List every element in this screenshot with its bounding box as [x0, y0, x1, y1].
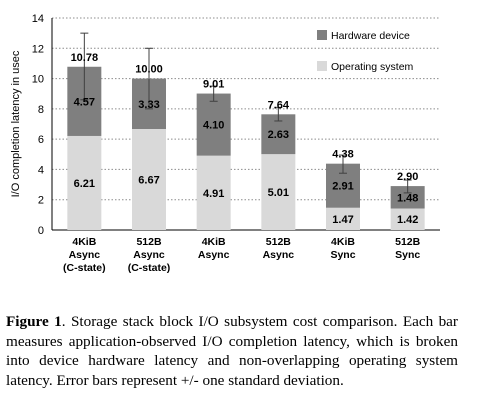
- y-tick-label: 2: [38, 195, 44, 207]
- total-value-label: 2.90: [397, 171, 418, 183]
- total-value-label: 9.01: [203, 79, 224, 91]
- hw-value-label: 2.91: [332, 181, 353, 193]
- x-category-label: Async: [69, 249, 101, 261]
- hw-value-label: 4.57: [74, 96, 95, 108]
- x-category-label: 512B: [395, 236, 421, 248]
- hw-value-label: 2.63: [268, 129, 289, 141]
- os-value-label: 1.42: [397, 214, 418, 226]
- y-tick-label: 6: [38, 134, 44, 146]
- os-value-label: 6.21: [74, 178, 95, 190]
- figure-label: Figure 1: [6, 313, 62, 330]
- figure-caption: Figure 1. Storage stack block I/O subsys…: [6, 312, 458, 390]
- bar-hardware-device: [196, 93, 231, 156]
- legend-swatch-os: [317, 61, 327, 71]
- caption-text: . Storage stack block I/O subsystem cost…: [6, 313, 458, 389]
- x-category-label: 4KiB: [72, 236, 96, 248]
- os-value-label: 1.47: [332, 214, 353, 226]
- total-value-label: 10.78: [71, 52, 99, 64]
- x-category-label: Async: [133, 249, 165, 261]
- x-category-label: Sync: [330, 249, 355, 261]
- y-tick-label: 0: [38, 225, 44, 237]
- y-tick-label: 4: [38, 164, 44, 176]
- y-tick-label: 14: [32, 13, 44, 25]
- bar-operating-system: [326, 207, 360, 230]
- os-value-label: 4.91: [203, 188, 224, 200]
- x-category-label: Async: [263, 249, 295, 261]
- y-tick-label: 10: [32, 74, 44, 86]
- y-tick-label: 8: [38, 104, 44, 116]
- legend-swatch-hardware: [317, 30, 327, 40]
- x-category-label: Async: [198, 249, 230, 261]
- x-category-label: (C-state): [63, 262, 106, 274]
- x-category-label: 4KiB: [331, 236, 355, 248]
- legend-label-os: Operating system: [331, 61, 414, 73]
- y-tick-label: 12: [32, 43, 44, 55]
- x-category-label: Sync: [395, 249, 420, 261]
- y-axis-label: I/O completion latency in usec: [10, 50, 22, 197]
- hw-value-label: 4.10: [203, 120, 224, 132]
- os-value-label: 6.67: [138, 174, 159, 186]
- stacked-bar-chart: 0 2 4 6 8 10 12 14 I/O completion latency in use…: [10, 13, 440, 274]
- bar-operating-system: [67, 135, 102, 230]
- x-category-label: (C-state): [128, 262, 171, 274]
- bar-operating-system: [390, 208, 425, 230]
- bar-operating-system: [196, 155, 231, 230]
- bar-operating-system: [132, 128, 166, 230]
- bar-operating-system: [261, 154, 296, 230]
- bar-hardware-device: [390, 186, 425, 209]
- hw-value-label: 3.33: [138, 99, 159, 111]
- x-category-label: 512B: [136, 236, 162, 248]
- total-value-label: 10.00: [135, 64, 163, 76]
- legend-label-hardware: Hardware device: [331, 30, 410, 42]
- x-category-label: 512B: [266, 236, 292, 248]
- total-value-label: 7.64: [268, 99, 290, 111]
- total-value-label: 4.38: [332, 149, 353, 161]
- x-category-label: 4KiB: [202, 236, 226, 248]
- os-value-label: 5.01: [268, 187, 289, 199]
- hw-value-label: 1.48: [397, 192, 418, 204]
